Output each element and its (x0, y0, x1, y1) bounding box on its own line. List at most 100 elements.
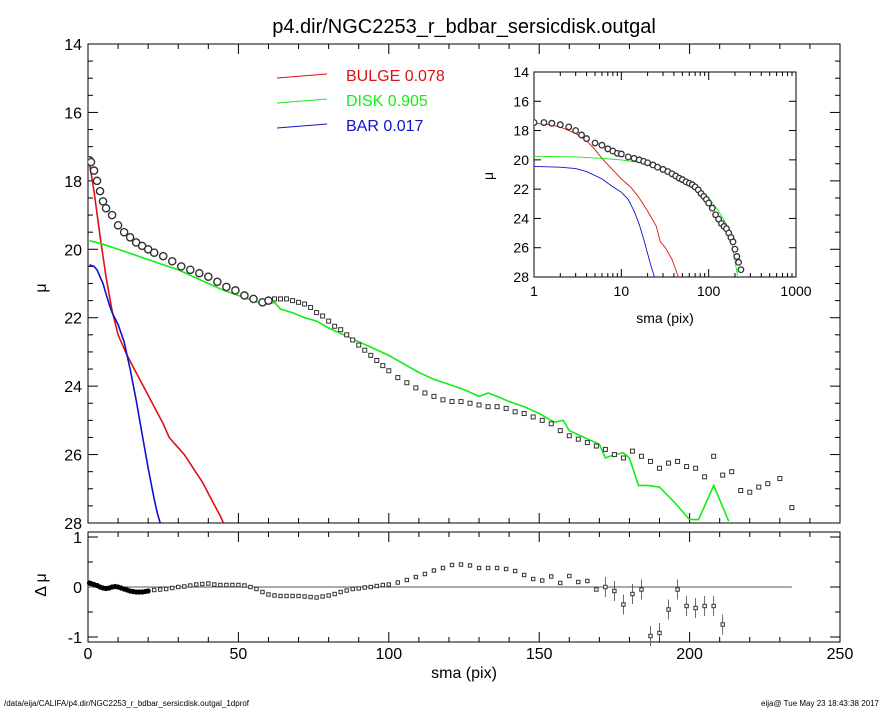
data-point (440, 397, 446, 403)
inset-x-axis-label: sma (pix) (636, 310, 694, 326)
residual-point (145, 588, 151, 594)
legend-label-disk: DISK 0.905 (346, 93, 428, 110)
legend-line-bar (276, 123, 328, 129)
data-point (380, 363, 386, 369)
legend-line-bulge (276, 73, 328, 79)
residual-point (413, 574, 419, 580)
data-point (107, 210, 117, 220)
data-point (362, 347, 368, 353)
data-point (222, 282, 231, 292)
data-point (149, 248, 159, 258)
legend-label-bar: BAR 0.017 (346, 118, 423, 135)
data-point (240, 291, 249, 300)
inset-x-tick-label: 10 (614, 283, 630, 299)
data-point (765, 481, 771, 487)
data-point (575, 436, 581, 442)
residual-point (206, 581, 211, 586)
residual-point (320, 594, 325, 599)
data-point (213, 277, 222, 287)
residual-point (558, 580, 563, 586)
residual-point (290, 593, 295, 599)
inset-data-point (737, 266, 745, 274)
main-y-axis-label: μ (33, 283, 50, 292)
residual-point (449, 562, 455, 568)
inset-y-tick-label: 22 (513, 181, 529, 197)
inset-y-tick-label: 14 (513, 64, 529, 80)
data-point (404, 380, 410, 386)
residual-point (157, 587, 163, 592)
series-line-bar (89, 263, 161, 523)
residual-point (356, 586, 361, 591)
data-point (647, 458, 653, 464)
residual-point (503, 566, 509, 572)
data-point (657, 465, 663, 471)
residual-x-tick-label: 250 (827, 646, 854, 663)
footer-timestamp: eija@ Tue May 23 18:43:38 2017 (761, 699, 880, 708)
data-point (231, 286, 240, 295)
data-point (720, 472, 726, 478)
data-point (374, 357, 380, 363)
data-point (386, 368, 392, 374)
inset-data-point (598, 141, 606, 149)
data-point (476, 402, 482, 408)
residual-point (494, 565, 500, 571)
residual-point (540, 578, 545, 583)
inset-series-line-bulge (534, 122, 679, 277)
data-point (449, 399, 455, 405)
data-point (332, 323, 338, 329)
residual-x-tick-label: 50 (230, 646, 248, 663)
residual-point (648, 633, 653, 639)
legend-label-bulge: BULGE 0.078 (346, 68, 445, 85)
residual-point (693, 605, 698, 611)
data-point (271, 296, 277, 302)
inset-data-point (540, 119, 548, 126)
residual-point (350, 586, 355, 592)
data-point (521, 411, 527, 417)
residual-point (266, 592, 271, 597)
residual-point (485, 565, 491, 571)
data-point (119, 227, 129, 237)
data-point (422, 390, 428, 396)
data-point (125, 233, 135, 242)
data-point (264, 296, 273, 305)
residual-point (326, 593, 331, 598)
residual-x-tick-label: 100 (375, 646, 402, 663)
residual-point (254, 586, 259, 592)
residual-point (188, 583, 193, 588)
residual-point (272, 593, 277, 598)
data-point (548, 421, 554, 427)
data-point (729, 469, 735, 475)
main-y-tick-label: 20 (64, 242, 82, 259)
residual-point (711, 603, 716, 609)
data-point (593, 443, 599, 449)
residual-point (380, 582, 385, 588)
data-point (320, 313, 326, 319)
residual-point (621, 602, 626, 607)
data-point (684, 464, 690, 470)
inset-data-point (565, 123, 573, 131)
data-point (711, 453, 717, 459)
residual-point (630, 591, 635, 597)
data-point (738, 487, 744, 493)
residual-point (576, 579, 581, 585)
inset-data-point (556, 121, 564, 129)
footer-path: /data/eija/CALIFA/p4.dir/NGC2253_r_bdbar… (4, 699, 250, 708)
main-y-tick-label: 18 (64, 174, 82, 191)
data-point (326, 318, 332, 324)
residual-point (224, 582, 229, 588)
residual-point (440, 565, 446, 571)
inset-data-point (578, 131, 585, 139)
residual-point (458, 562, 464, 567)
data-point (458, 399, 464, 405)
data-point (485, 404, 491, 410)
data-point (290, 298, 296, 304)
main-y-tick-label: 14 (64, 37, 82, 54)
residual-point (338, 589, 343, 595)
residual-point (218, 582, 223, 588)
data-point (185, 265, 195, 275)
inset-series-line-bar (534, 165, 655, 277)
data-point (92, 176, 102, 186)
data-point (302, 301, 308, 307)
residual-x-tick-label: 150 (526, 646, 553, 663)
